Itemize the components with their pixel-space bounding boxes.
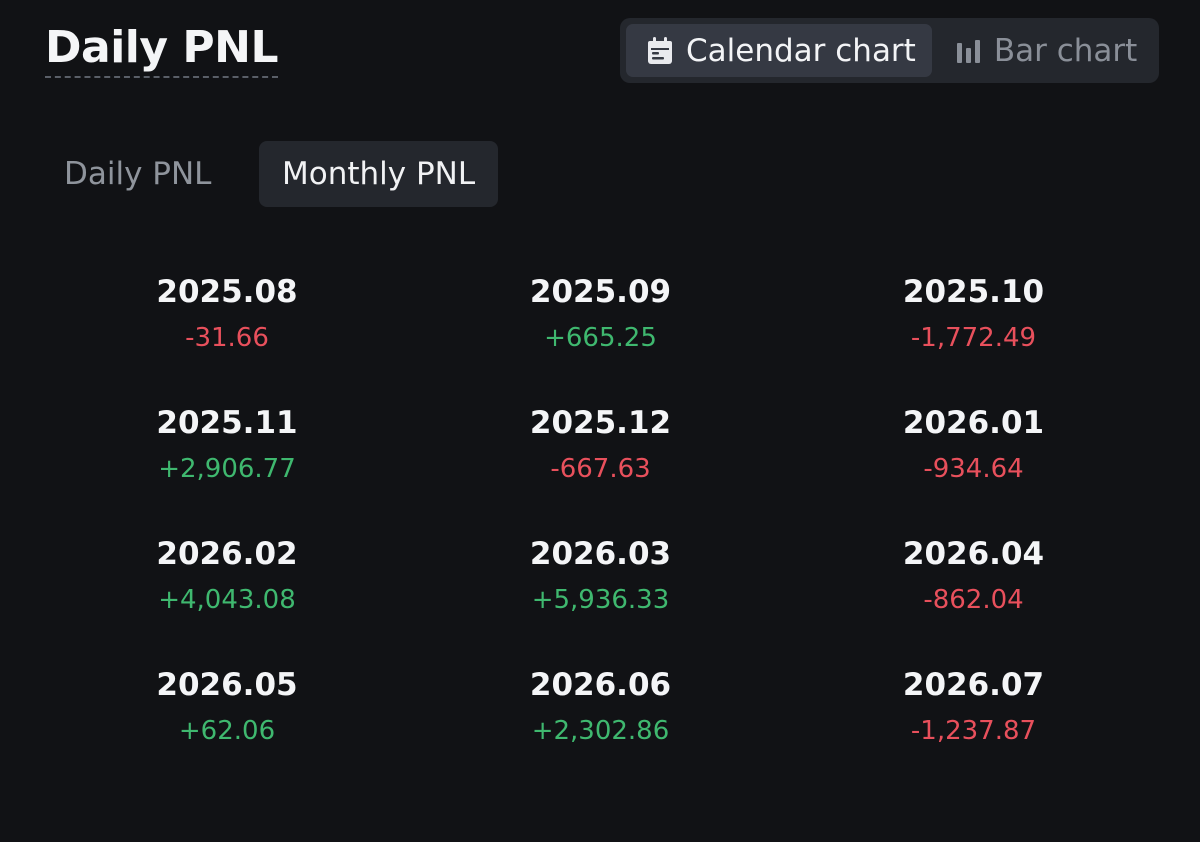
month-label: 2025.10: [902, 274, 1045, 310]
month-pnl-value: -31.66: [185, 323, 269, 353]
month-pnl-value: +665.25: [544, 323, 657, 353]
chart-view-toggle: Calendar chart Bar chart: [620, 18, 1159, 83]
bar-chart-button[interactable]: Bar chart: [936, 24, 1153, 77]
month-cell[interactable]: 2026.07 -1,237.87: [787, 663, 1160, 794]
pnl-period-tabs: Daily PNL Monthly PNL: [44, 141, 499, 207]
month-cell[interactable]: 2026.02 +4,043.08: [40, 532, 414, 663]
monthly-pnl-grid: 2025.08 -31.66 2025.09 +665.25 2025.10 -…: [40, 270, 1160, 794]
month-label: 2026.04: [902, 536, 1045, 572]
month-label: 2025.08: [156, 274, 298, 310]
month-cell[interactable]: 2025.11 +2,906.77: [40, 401, 414, 532]
month-pnl-value: +4,043.08: [158, 585, 296, 615]
calendar-icon: [644, 35, 676, 67]
month-label: 2025.11: [156, 405, 298, 441]
month-cell[interactable]: 2026.01 -934.64: [787, 401, 1160, 532]
month-cell[interactable]: 2025.09 +665.25: [414, 270, 787, 401]
month-label: 2026.01: [902, 405, 1045, 441]
tab-monthly-pnl[interactable]: Monthly PNL: [259, 141, 499, 207]
month-label: 2026.03: [529, 536, 672, 572]
month-pnl-value: -1,772.49: [910, 323, 1037, 353]
month-pnl-value: -667.63: [550, 454, 651, 484]
month-cell[interactable]: 2026.05 +62.06: [40, 663, 414, 794]
month-pnl-value: +62.06: [178, 716, 276, 746]
month-cell[interactable]: 2025.08 -31.66: [40, 270, 414, 401]
bar-chart-label: Bar chart: [993, 32, 1138, 69]
page-title[interactable]: Daily PNL: [45, 22, 279, 78]
bar-chart-icon: [954, 36, 984, 66]
month-cell[interactable]: 2026.03 +5,936.33: [414, 532, 787, 663]
month-cell[interactable]: 2026.06 +2,302.86: [414, 663, 787, 794]
month-pnl-value: -934.64: [923, 454, 1024, 484]
month-label: 2025.12: [529, 405, 672, 441]
month-label: 2026.07: [902, 667, 1045, 703]
month-pnl-value: +2,906.77: [158, 454, 296, 484]
month-label: 2026.05: [156, 667, 298, 703]
month-cell[interactable]: 2025.10 -1,772.49: [787, 270, 1160, 401]
month-cell[interactable]: 2025.12 -667.63: [414, 401, 787, 532]
month-label: 2026.02: [156, 536, 298, 572]
month-pnl-value: -862.04: [923, 585, 1024, 615]
tab-daily-pnl[interactable]: Daily PNL: [64, 156, 212, 192]
month-pnl-value: +2,302.86: [531, 716, 670, 746]
calendar-chart-label: Calendar chart: [686, 32, 916, 69]
month-label: 2026.06: [529, 667, 672, 703]
month-label: 2025.09: [529, 274, 672, 310]
month-pnl-value: -1,237.87: [910, 716, 1037, 746]
calendar-chart-button[interactable]: Calendar chart: [626, 24, 932, 77]
month-pnl-value: +5,936.33: [531, 585, 670, 615]
month-cell[interactable]: 2026.04 -862.04: [787, 532, 1160, 663]
